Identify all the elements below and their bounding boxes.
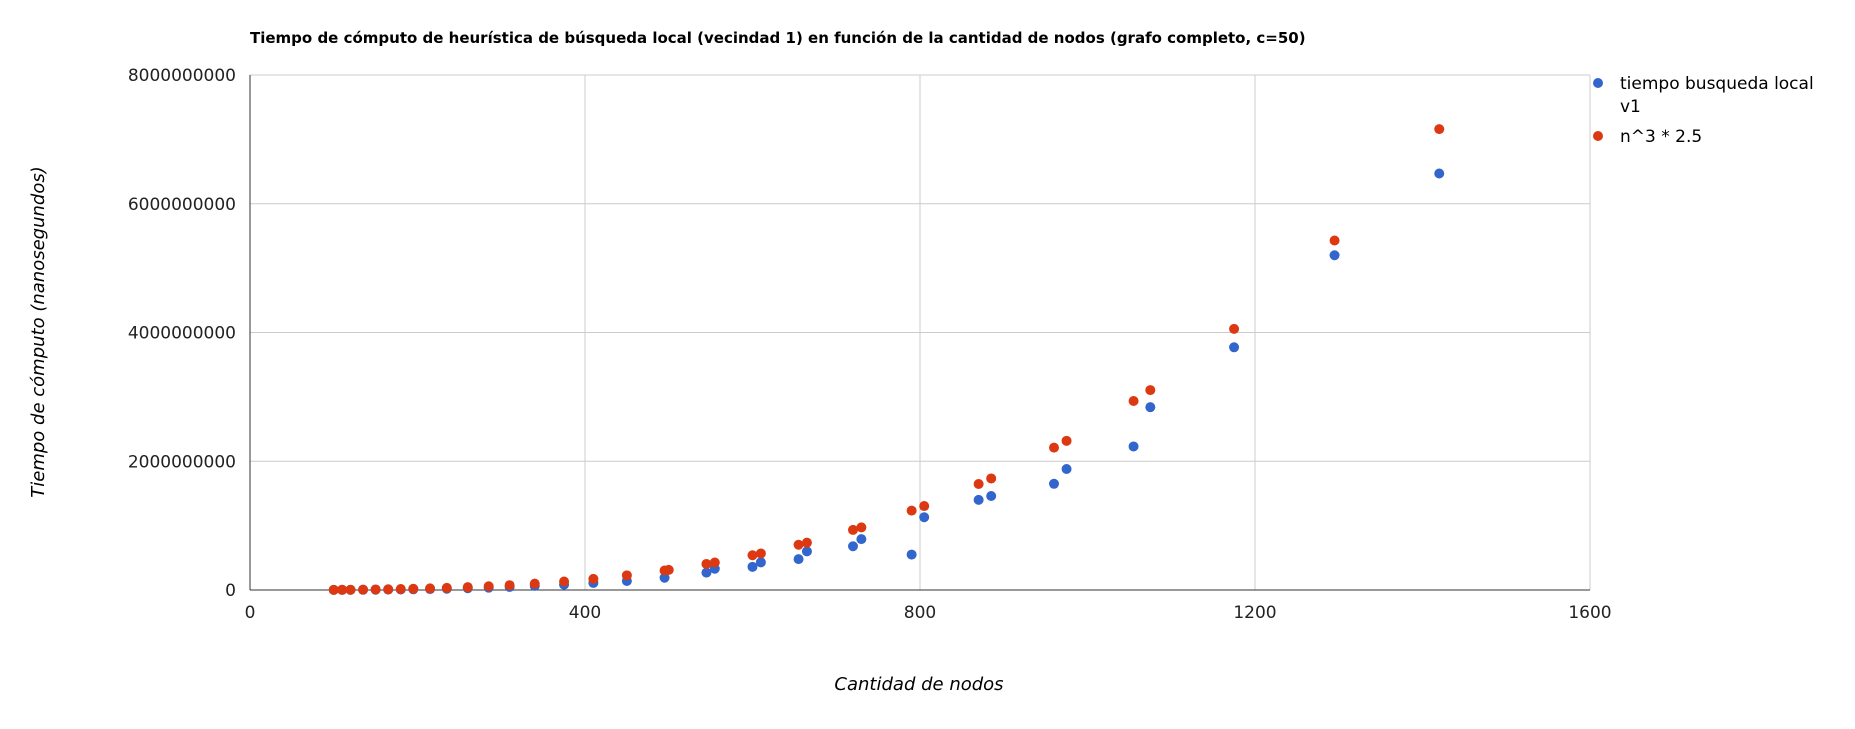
point-n3-reference <box>1049 442 1059 453</box>
x-tick-label: 400 <box>569 603 601 623</box>
point-busqueda-local <box>801 546 812 557</box>
point-n3-reference <box>919 501 930 512</box>
y-tick-label: 0 <box>225 581 236 601</box>
point-n3-reference <box>973 479 984 490</box>
chart-title: Tiempo de cómputo de heurística de búsqu… <box>250 29 1306 47</box>
legend-marker <box>1593 131 1603 141</box>
point-n3-reference <box>848 524 858 535</box>
point-n3-reference <box>370 584 381 595</box>
gridlines <box>250 74 1591 590</box>
y-tick-label: 8000000000 <box>128 66 236 86</box>
point-n3-reference <box>621 570 632 581</box>
point-n3-reference <box>1329 235 1340 246</box>
point-busqueda-local <box>848 541 858 552</box>
point-n3-reference <box>358 584 369 595</box>
point-n3-reference <box>529 578 540 589</box>
point-n3-reference <box>856 522 867 533</box>
point-busqueda-local <box>1229 342 1240 353</box>
point-busqueda-local <box>906 549 917 560</box>
point-n3-reference <box>383 584 394 595</box>
axes: 0 2000000000 4000000000 6000000000 800000000… <box>128 66 1612 623</box>
y-axis-label: Tiempo de cómputo (nanosegundos) <box>28 166 49 497</box>
point-n3-reference <box>1434 124 1445 135</box>
x-tick-label: 1200 <box>1233 603 1276 623</box>
legend-entry-label[interactable]: n^3 * 2.5 <box>1620 127 1702 147</box>
point-n3-reference <box>462 582 473 593</box>
point-n3-reference <box>1229 323 1240 334</box>
point-n3-reference <box>906 505 917 516</box>
point-n3-reference <box>1128 396 1139 407</box>
point-n3-reference <box>588 573 599 584</box>
point-n3-reference <box>793 539 804 550</box>
point-busqueda-local <box>919 512 930 523</box>
point-n3-reference <box>1061 435 1072 446</box>
point-busqueda-local <box>856 534 867 545</box>
point-n3-reference <box>709 557 720 568</box>
point-n3-reference <box>504 580 515 591</box>
point-n3-reference <box>701 558 712 569</box>
x-tick-label: 1600 <box>1568 603 1611 623</box>
point-busqueda-local <box>1329 250 1340 261</box>
point-busqueda-local <box>659 572 670 583</box>
y-tick-label: 4000000000 <box>128 324 236 344</box>
point-n3-reference <box>1145 385 1156 396</box>
point-n3-reference <box>755 548 766 559</box>
point-n3-reference <box>395 584 406 595</box>
legend[interactable]: tiempo busqueda local v1 n^3 * 2.5 <box>1593 74 1814 147</box>
x-tick-label: 0 <box>245 603 256 623</box>
point-n3-reference <box>441 582 452 593</box>
point-n3-reference <box>986 473 997 484</box>
legend-marker <box>1593 78 1603 88</box>
y-tick-label: 6000000000 <box>128 195 236 215</box>
point-busqueda-local <box>1128 441 1139 452</box>
point-busqueda-local <box>986 491 997 502</box>
point-busqueda-local <box>1049 478 1059 489</box>
point-busqueda-local <box>755 557 766 568</box>
point-busqueda-local <box>747 561 758 572</box>
point-busqueda-local <box>1434 168 1445 179</box>
point-n3-reference <box>337 584 348 595</box>
point-n3-reference <box>408 583 419 594</box>
point-n3-reference <box>663 564 674 575</box>
point-n3-reference <box>425 583 436 594</box>
point-n3-reference <box>345 584 356 595</box>
point-busqueda-local <box>793 554 804 565</box>
x-axis-label: Cantidad de nodos <box>834 674 1003 695</box>
point-busqueda-local <box>1061 463 1072 474</box>
point-n3-reference <box>801 537 812 548</box>
point-n3-reference <box>559 576 570 587</box>
point-busqueda-local <box>701 567 712 578</box>
x-tick-label: 800 <box>904 603 936 623</box>
y-tick-label: 2000000000 <box>128 452 236 472</box>
data-points <box>328 124 1445 595</box>
point-busqueda-local <box>973 494 984 505</box>
legend-entry-label[interactable]: tiempo busqueda local v1 <box>1620 74 1814 117</box>
point-n3-reference <box>747 550 758 561</box>
point-busqueda-local <box>1145 402 1156 413</box>
point-n3-reference <box>328 584 339 595</box>
point-n3-reference <box>483 581 494 592</box>
